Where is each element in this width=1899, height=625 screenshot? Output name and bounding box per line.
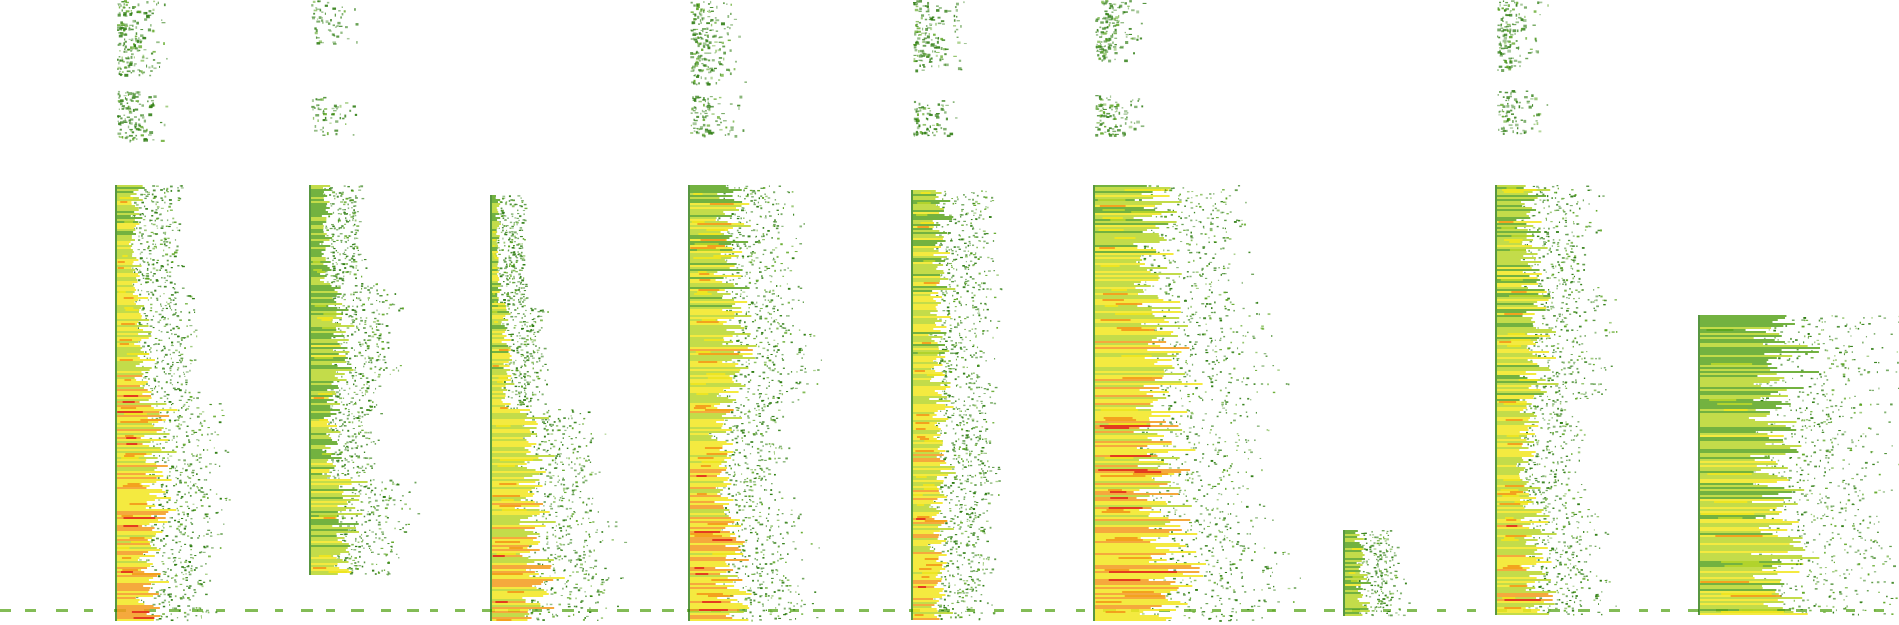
baseline-dash [939,609,950,612]
baseline-dash [587,609,598,612]
baseline-dash [1241,609,1254,612]
baseline-dash [835,609,844,612]
baseline-dash [275,609,283,612]
baseline-dash [482,609,495,612]
baseline-dash [1548,609,1560,612]
baseline-dash [1578,609,1590,612]
spectrogram-9 [1698,315,1899,616]
spectrogram-1 [115,0,231,622]
baseline-dash [790,609,799,612]
baseline-dash [562,609,574,612]
baseline-dash [169,609,181,612]
baseline-dash [1820,609,1832,612]
baseline-dash [1688,609,1699,612]
baseline-dash [430,609,438,612]
baseline-dash [381,609,391,612]
spectrogram-6 [1093,0,1301,622]
spectrogram-4 [688,0,823,622]
baseline-dash [1407,609,1417,612]
baseline-dash [1076,609,1085,612]
baseline-dash [1021,609,1032,612]
spectrogram-7 [1343,530,1411,617]
baseline-dash [662,609,674,612]
baseline-dash [640,609,651,612]
baseline-dash [216,609,225,612]
spectrogram-3 [490,195,628,621]
baseline-dash [56,609,68,612]
baseline-dash [84,609,93,612]
baseline-dash [301,609,313,612]
baseline-dash [967,609,975,612]
baseline-dash [1467,609,1476,612]
baseline-dash [617,609,629,612]
baseline-dash [1294,609,1306,612]
baseline-dash [25,609,36,612]
baseline-dash [455,609,465,612]
baseline-dash [1383,609,1391,612]
baseline-dash [994,609,1004,612]
baseline-dash [1324,609,1335,612]
baseline-dash [1267,609,1276,612]
baseline-dash [883,609,895,612]
spectrogram-8 [1495,0,1618,616]
baseline-dash [0,609,11,612]
baseline-dash [1846,609,1855,612]
baseline-dash [1437,609,1446,612]
baseline-dash [245,609,258,612]
baseline-dash [407,609,419,612]
baseline-dash [351,609,364,612]
baseline-dash [1661,609,1670,612]
baseline-dash [813,609,825,612]
baseline-dash [1045,609,1055,612]
baseline-dash [1796,609,1807,612]
baseline-dash [326,609,335,612]
spectrogram-5 [911,0,1003,621]
spectrogram-2 [309,0,421,576]
baseline-dash [1874,609,1884,612]
baseline-dash [737,609,747,612]
baseline-dash [1212,609,1221,612]
baseline-dash [1609,609,1620,612]
baseline-dash [859,609,869,612]
baseline-dash [768,609,778,612]
baseline-dash [144,609,156,612]
spectrogram-panels [115,0,1899,622]
baseline-dash [1639,609,1648,612]
